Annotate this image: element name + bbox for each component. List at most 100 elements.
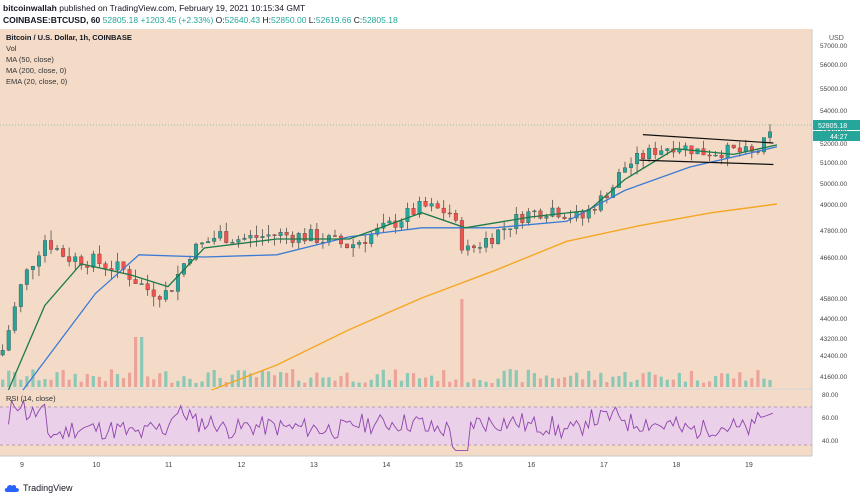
volume-bar xyxy=(744,380,748,387)
volume-bar xyxy=(442,370,446,387)
candle-body xyxy=(145,283,150,291)
volume-bar xyxy=(405,373,410,387)
volume-bar xyxy=(526,369,530,387)
countdown-tag-text: 44:27 xyxy=(830,134,848,141)
x-tick-label: 11 xyxy=(165,462,172,469)
candle-body xyxy=(0,350,5,356)
candle-body xyxy=(55,248,60,250)
volume-bar xyxy=(714,376,718,387)
volume-bar xyxy=(285,372,289,387)
volume-bar xyxy=(188,378,192,387)
volume-bar xyxy=(538,378,543,387)
volume-bar xyxy=(581,379,585,387)
candle-body xyxy=(260,236,265,238)
x-tick-label: 19 xyxy=(745,462,753,469)
volume-bar xyxy=(738,372,742,387)
candle-body xyxy=(653,147,658,155)
volume-bar xyxy=(665,379,669,387)
low-label: L: xyxy=(308,15,316,25)
candle-body xyxy=(224,231,229,243)
legend-title: Bitcoin / U.S. Dollar, 1h, COINBASE xyxy=(6,33,132,42)
volume-bar xyxy=(194,382,198,387)
volume-bar xyxy=(363,382,367,387)
volume-bar xyxy=(726,373,730,387)
legend-ma200: MA (200, close, 0) xyxy=(6,66,67,75)
candle-body xyxy=(768,131,772,138)
volume-bar xyxy=(146,376,150,387)
candle-body xyxy=(163,290,168,300)
volume-bar xyxy=(411,373,416,387)
publisher-name[interactable]: bitcoinwallah xyxy=(3,3,57,13)
volume-bar xyxy=(635,379,639,387)
candle-body xyxy=(617,172,621,188)
volume-bar xyxy=(671,379,675,387)
candle-body xyxy=(30,266,35,270)
symbol-label[interactable]: COINBASE:BTCUSD, 60 xyxy=(3,15,101,25)
volume-bar xyxy=(593,379,597,387)
volume-bar xyxy=(556,378,561,387)
candle-body xyxy=(471,245,476,248)
candle-body xyxy=(139,283,144,285)
candle-body xyxy=(169,290,174,292)
legend-ma50: MA (50, close) xyxy=(6,55,54,64)
candle-body xyxy=(18,284,23,307)
volume-bar xyxy=(115,374,120,387)
rsi-series xyxy=(8,398,773,451)
candle-body xyxy=(284,232,289,236)
candle-body xyxy=(266,234,271,237)
volume-bar xyxy=(707,381,712,387)
rsi-tick-label: 40.00 xyxy=(822,438,839,445)
volume-bar xyxy=(357,382,361,387)
candle-body xyxy=(556,207,561,218)
volume-bar xyxy=(200,381,204,387)
volume-bar xyxy=(611,376,615,387)
ma200-line xyxy=(211,203,778,391)
candle-body xyxy=(351,244,356,249)
candle-body xyxy=(43,240,47,256)
time-axis[interactable]: 9 10 11 12 13 14 15 16 17 18 19 xyxy=(0,455,860,472)
volume-bar xyxy=(351,381,355,387)
tradingview-logo[interactable]: TradingView xyxy=(4,483,73,493)
volume-bar xyxy=(701,382,706,387)
volume-bar xyxy=(448,381,452,387)
volume-bar xyxy=(236,370,240,387)
candle-body xyxy=(200,242,205,245)
volume-bar xyxy=(599,372,603,387)
price-axis[interactable]: USD 57000.00 56000.00 55000.00 54000.00 5300… xyxy=(811,29,860,456)
candle-body xyxy=(133,279,138,284)
candle-body xyxy=(725,144,730,158)
volume-bar xyxy=(562,377,567,387)
volume-bar xyxy=(43,379,47,387)
candle-body xyxy=(538,210,543,219)
volume-bar xyxy=(91,376,95,387)
x-tick-label: 14 xyxy=(383,462,391,469)
candle-body xyxy=(236,239,241,243)
candle-body xyxy=(478,247,482,249)
volume-bar xyxy=(605,382,609,387)
y-tick-label: 45800.00 xyxy=(820,296,847,303)
x-tick-label: 15 xyxy=(455,462,463,469)
volume-bar xyxy=(369,379,373,387)
candle-body xyxy=(12,306,17,331)
volume-bar xyxy=(291,369,295,387)
candle-body xyxy=(393,220,398,228)
y-tick-label: 41600.00 xyxy=(820,374,847,381)
indicator-lines xyxy=(7,134,778,391)
publish-line: bitcoinwallah published on TradingView.c… xyxy=(3,3,305,13)
volume-bar xyxy=(158,373,162,387)
price-tags: 52805.18 44:27 xyxy=(813,120,860,141)
candle-body xyxy=(490,238,495,244)
candle-body xyxy=(230,242,235,244)
volume-bar xyxy=(97,376,101,387)
volume-bar xyxy=(134,337,138,387)
volume-bar xyxy=(248,373,253,387)
volume-bar xyxy=(520,382,524,387)
candle-body xyxy=(79,256,84,266)
volume-bar xyxy=(230,374,234,387)
candle-body xyxy=(665,148,670,151)
volume-bar xyxy=(242,370,246,387)
candle-body xyxy=(357,242,362,245)
candle-body xyxy=(218,231,223,239)
close-value: 52805.18 xyxy=(362,15,398,25)
